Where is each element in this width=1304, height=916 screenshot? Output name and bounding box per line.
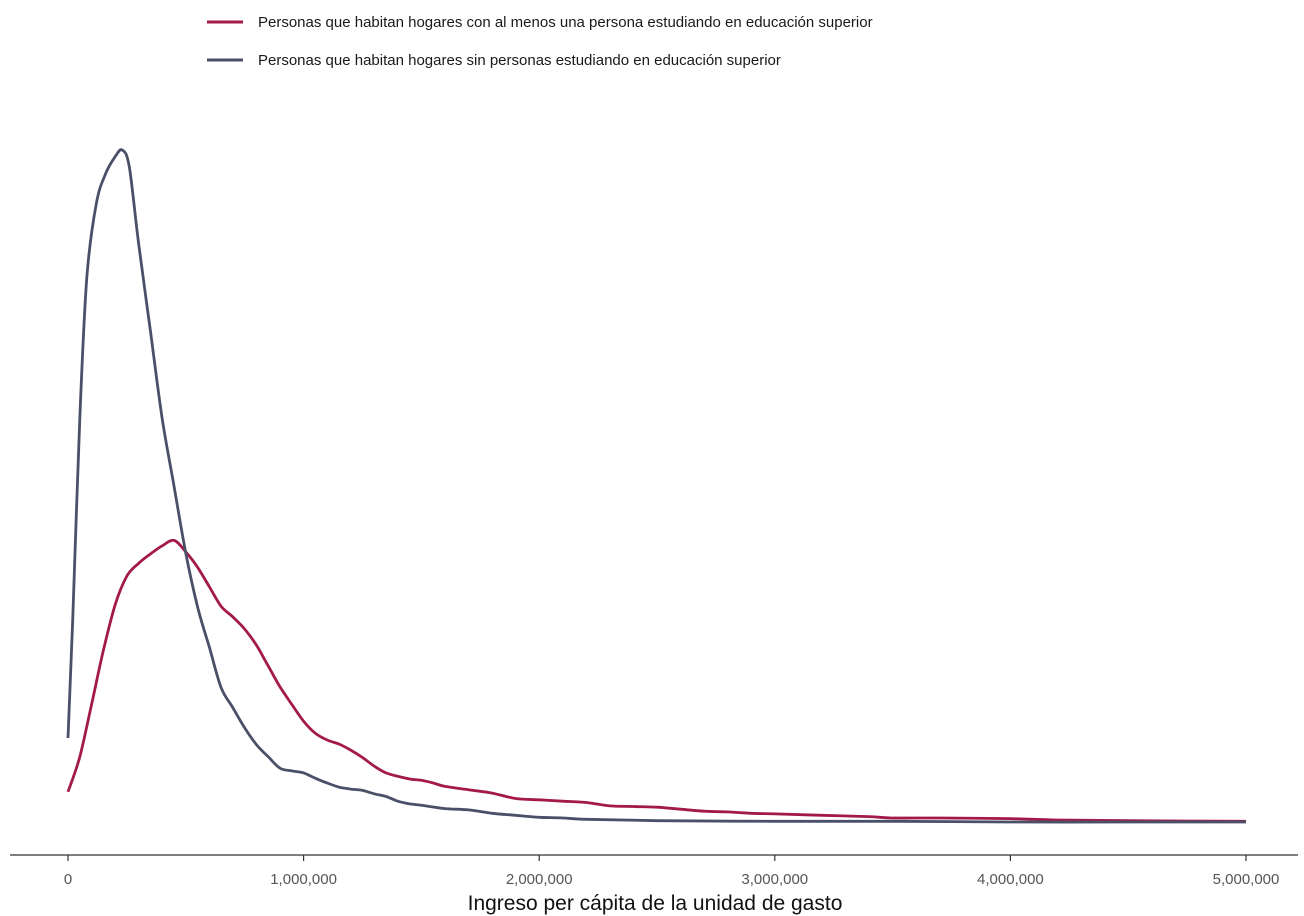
- x-tick-label: 2,000,000: [506, 871, 573, 888]
- x-tick-label: 0: [64, 871, 72, 888]
- series-line-2: [66, 148, 1246, 824]
- x-axis-title: Ingreso per cápita de la unidad de gasto: [468, 892, 843, 915]
- x-tick-label: 4,000,000: [977, 871, 1044, 888]
- plot-area: [66, 148, 1247, 824]
- legend: Personas que habitan hogares con al meno…: [207, 14, 873, 69]
- legend-label-2: Personas que habitan hogares sin persona…: [258, 52, 781, 69]
- x-tick-label: 5,000,000: [1213, 871, 1280, 888]
- x-tick-label: 1,000,000: [270, 871, 337, 888]
- series-line-1: [66, 538, 1247, 823]
- x-tick-label: 3,000,000: [741, 871, 808, 888]
- legend-label-1: Personas que habitan hogares con al meno…: [258, 14, 873, 31]
- x-axis-ticks: 0 1,000,000 2,000,000 3,000,000 4,000,000 5,0…: [64, 855, 1280, 888]
